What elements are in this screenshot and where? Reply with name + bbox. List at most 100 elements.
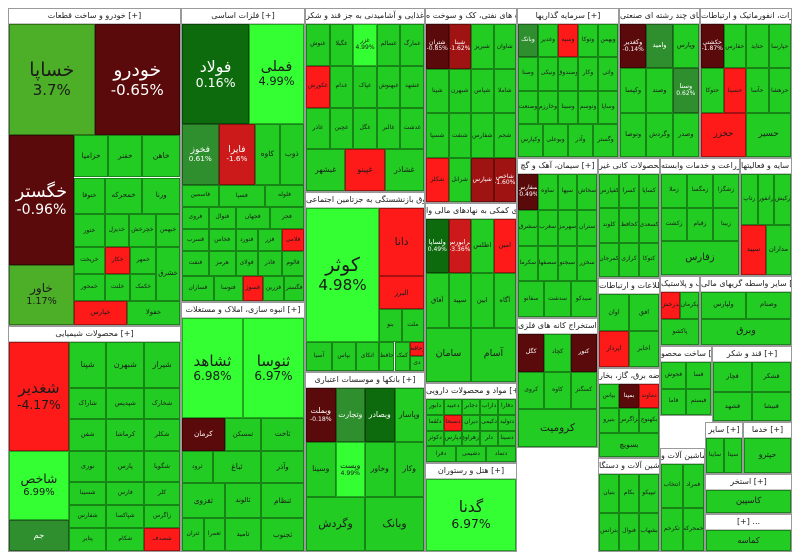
stock-cell[interactable]: فسا xyxy=(686,362,711,389)
stock-cell[interactable]: وبوعلی xyxy=(543,123,568,157)
stock-cell[interactable]: فولای xyxy=(235,251,258,277)
stock-cell[interactable]: خاور 1.17% xyxy=(9,264,74,325)
stock-cell[interactable]: وسنا 0.62% xyxy=(672,68,699,113)
stock-cell[interactable]: غچین xyxy=(329,107,354,150)
sector-title[interactable]: سایر محصولات کانی غیر [+] xyxy=(599,159,659,174)
stock-cell[interactable]: سکرما xyxy=(518,245,538,282)
stock-cell[interactable]: دی xyxy=(409,356,424,371)
stock-cell[interactable]: غبشهر xyxy=(306,149,346,191)
stock-cell[interactable]: فایرا -1.6% xyxy=(218,123,256,185)
stock-cell[interactable]: وکغدیر -0.14% xyxy=(620,24,647,69)
stock-cell[interactable]: وآذر xyxy=(568,123,593,157)
stock-cell[interactable]: ملت xyxy=(401,309,424,342)
stock-cell[interactable]: کرماشا xyxy=(106,419,145,451)
stock-cell[interactable]: غسالم xyxy=(376,24,401,66)
stock-cell[interactable]: بپاس xyxy=(599,384,619,409)
stock-cell[interactable]: وتجارت xyxy=(335,388,365,443)
stock-cell[interactable]: شاوان xyxy=(493,24,516,69)
stock-cell[interactable]: غدشت xyxy=(400,107,424,150)
stock-cell[interactable]: فرابورس-3.36% xyxy=(448,219,471,274)
stock-cell[interactable]: سپید xyxy=(741,224,766,275)
stock-cell[interactable]: زقیام xyxy=(687,207,713,242)
stock-cell[interactable]: کرومیت xyxy=(518,409,597,447)
sector-title[interactable]: مواد و محصولات دارویی [+] xyxy=(426,384,516,399)
stock-cell[interactable]: انتخاب xyxy=(661,464,683,508)
stock-cell[interactable]: غکورش xyxy=(306,65,330,108)
stock-cell[interactable]: کنور xyxy=(570,334,597,372)
stock-cell[interactable]: پتایر xyxy=(68,528,107,551)
stock-cell[interactable]: فاسمین xyxy=(182,184,219,207)
stock-cell[interactable]: زبینا xyxy=(713,207,739,242)
stock-cell[interactable]: خبهمن xyxy=(156,213,180,247)
stock-cell[interactable]: ذوب xyxy=(279,123,304,185)
stock-cell[interactable]: سبجنو xyxy=(557,245,578,282)
stock-cell[interactable]: سهرمز xyxy=(557,209,578,246)
stock-cell[interactable]: فجهان xyxy=(235,206,270,229)
stock-cell[interactable]: وبملت -0.18% xyxy=(306,388,336,443)
stock-cell[interactable]: ثرود xyxy=(182,450,213,484)
stock-cell[interactable]: وبهمن xyxy=(598,24,618,58)
sector-title[interactable]: سایه و فعالیتها [+] xyxy=(741,159,791,174)
stock-cell[interactable]: آسام xyxy=(471,327,516,382)
stock-cell[interactable]: پاکشو xyxy=(661,318,699,345)
sector-title[interactable]: خودرو و ساخت قطعات [+] xyxy=(9,9,180,24)
stock-cell[interactable]: خپارس xyxy=(73,300,127,325)
stock-cell[interactable]: دانا xyxy=(379,208,424,277)
stock-cell[interactable]: ثاخت xyxy=(261,418,304,451)
stock-cell[interactable]: وساپا xyxy=(598,90,618,124)
stock-cell[interactable]: کمک xyxy=(394,341,410,371)
stock-cell[interactable]: خاهن xyxy=(142,135,180,178)
stock-cell[interactable]: کچاد xyxy=(544,334,571,372)
stock-cell[interactable]: فارس xyxy=(106,482,145,505)
stock-cell[interactable]: حپترو xyxy=(744,438,791,473)
stock-cell[interactable]: شپدیس xyxy=(106,387,145,420)
stock-cell[interactable]: حفارس xyxy=(723,24,746,69)
stock-cell[interactable]: غدام xyxy=(329,65,354,108)
stock-cell[interactable]: هرمز xyxy=(208,251,236,277)
stock-cell[interactable]: دسینا xyxy=(498,430,516,447)
stock-cell[interactable]: رانفور xyxy=(757,174,775,225)
stock-cell[interactable]: کوثر 4.98% xyxy=(306,208,380,342)
stock-cell[interactable]: سخاش xyxy=(577,174,597,210)
stock-cell[interactable]: جم xyxy=(9,519,69,551)
stock-cell[interactable]: شپاس xyxy=(471,68,494,113)
stock-cell[interactable]: حپارسا xyxy=(768,24,791,69)
sector-title[interactable]: ماشین آلات و دستگا [+] xyxy=(599,459,659,474)
stock-cell[interactable]: ساینا xyxy=(706,438,724,473)
stock-cell[interactable]: رکیش xyxy=(774,174,791,225)
stock-cell[interactable]: فمراد xyxy=(682,464,704,508)
stock-cell[interactable]: حآسا xyxy=(746,68,769,113)
stock-cell[interactable]: وبانک xyxy=(365,496,424,551)
sector-title[interactable]: محصولات شیمیایی [+] xyxy=(9,327,180,342)
stock-cell[interactable]: وامید xyxy=(646,24,673,69)
stock-cell[interactable]: دتماد xyxy=(486,446,516,462)
stock-cell[interactable]: اوان xyxy=(599,294,629,331)
stock-cell[interactable]: وصنام xyxy=(746,292,791,319)
stock-cell[interactable]: کفپارس xyxy=(599,174,619,209)
stock-cell[interactable]: ثباغ xyxy=(212,450,262,484)
stock-cell[interactable]: وپست 4.99% xyxy=(335,442,365,497)
sector-title[interactable]: محصولات غذایی و آشامیدنی به جز قند و شکر… xyxy=(306,9,424,24)
stock-cell[interactable]: شپاکسا xyxy=(106,505,145,528)
stock-cell[interactable]: خشرق xyxy=(156,246,180,301)
stock-cell[interactable]: شغدیر -4.17% xyxy=(9,342,69,451)
stock-cell[interactable]: وخاور xyxy=(365,442,395,497)
stock-cell[interactable]: بسویچ xyxy=(599,432,659,457)
stock-cell[interactable]: زملا xyxy=(661,174,687,208)
stock-cell[interactable]: فسرب xyxy=(182,228,209,252)
stock-cell[interactable]: دکیمی xyxy=(480,414,498,431)
stock-cell[interactable]: ثنوسا 6.97% xyxy=(243,318,304,419)
sector-title[interactable]: لاستیک و پلاستیک [+] xyxy=(661,277,699,292)
stock-cell[interactable]: خچرخش xyxy=(128,213,157,247)
stock-cell[interactable]: سامان xyxy=(426,327,471,382)
stock-cell[interactable]: وآذر xyxy=(261,450,304,484)
stock-cell[interactable]: دماوند xyxy=(639,384,659,409)
stock-cell[interactable]: وکپارس xyxy=(518,123,543,157)
stock-cell[interactable]: حتاید xyxy=(746,24,769,69)
stock-cell[interactable]: وتوصا xyxy=(620,112,647,157)
stock-cell[interactable]: دشیمی xyxy=(456,446,486,462)
stock-cell[interactable]: حرهشا xyxy=(768,68,791,113)
stock-cell[interactable]: خلنت xyxy=(104,273,131,301)
stock-cell[interactable]: کساپا xyxy=(639,174,659,209)
stock-cell[interactable]: کمرجان xyxy=(599,242,619,277)
